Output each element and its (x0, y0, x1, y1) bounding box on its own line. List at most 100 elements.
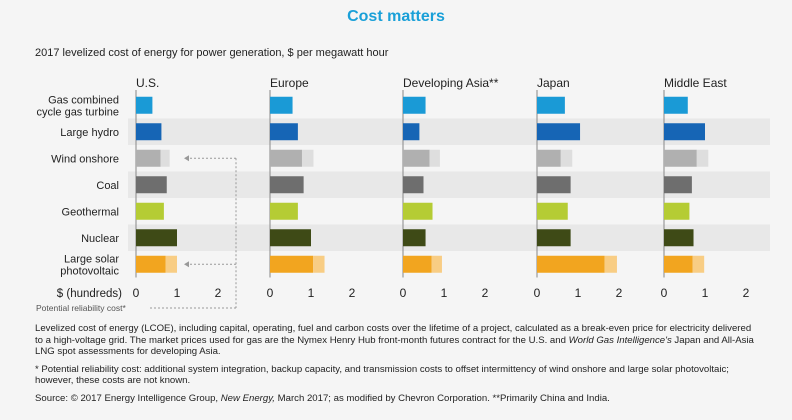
category-label-line: cycle gas turbine (36, 106, 119, 118)
category-label-wind-onshore: Wind onshore (51, 153, 119, 165)
bar-japan-wind-onshore (537, 149, 561, 167)
x-tick-developing-asia-1: 1 (441, 286, 448, 300)
category-label-line: Gas combined (48, 94, 119, 106)
bar-japan-gas-combined-cycle-gas-turbine (537, 96, 565, 114)
bar-japan-large-solar-photovoltaic (537, 255, 605, 273)
bar-developing-asia-large-solar-photovoltaic (403, 255, 432, 273)
lcoe-note-italic: World Gas Intelligence's (568, 334, 672, 346)
panel-title-japan: Japan (537, 76, 570, 90)
x-tick-japan-1: 1 (575, 286, 582, 300)
bar-u-s-geothermal (136, 202, 164, 220)
category-label-geothermal: Geothermal (62, 206, 119, 218)
x-tick-u-s-0: 0 (133, 286, 140, 300)
bar-middle-east-geothermal (664, 202, 690, 220)
x-tick-europe-0: 0 (267, 286, 274, 300)
x-tick-middle-east-0: 0 (661, 286, 668, 300)
bar-developing-asia-nuclear (403, 229, 426, 247)
category-label-gas-combined-cycle-gas-turbine: Gas combined cycle gas turbine (36, 94, 119, 118)
annotation-arrow-solar (184, 261, 189, 268)
bar-middle-east-wind-onshore (664, 149, 697, 167)
reliability-bar-japan-wind-onshore (560, 149, 573, 167)
x-tick-u-s-2: 2 (215, 286, 222, 300)
category-label-line: Nuclear (81, 233, 119, 245)
panel-title-middle-east: Middle East (664, 76, 727, 90)
x-tick-japan-0: 0 (534, 286, 541, 300)
bar-developing-asia-gas-combined-cycle-gas-turbine (403, 96, 426, 114)
chart-subtitle: 2017 levelized cost of energy for power … (35, 47, 389, 59)
lcoe-note-text-b: Japan and All-Asia LNG spot assessments … (35, 334, 754, 358)
category-label-coal: Coal (96, 180, 119, 192)
bar-middle-east-large-solar-photovoltaic (664, 255, 693, 273)
reliability-note: * Potential reliability cost: additional… (35, 363, 729, 387)
lcoe-chart: Gas combined cycle gas turbine Large hydro… (36, 76, 770, 313)
category-label-large-solar-photovoltaic: Large solar photovoltaic (60, 253, 119, 277)
row-band-nuclear (128, 224, 770, 251)
category-label-line: Large hydro (60, 127, 119, 139)
row-band-coal (128, 171, 770, 198)
source-note: Source: © 2017 Energy Intelligence Group… (35, 393, 760, 405)
x-tick-u-s-1: 1 (174, 286, 181, 300)
bar-europe-large-hydro (270, 123, 298, 141)
panel-title-u-s: U.S. (136, 76, 159, 90)
category-label-line: Wind onshore (51, 153, 119, 165)
bar-u-s-wind-onshore (136, 149, 161, 167)
reliability-bar-middle-east-large-solar-photovoltaic (692, 255, 705, 273)
bar-europe-nuclear (270, 229, 311, 247)
bar-middle-east-gas-combined-cycle-gas-turbine (664, 96, 688, 114)
x-tick-developing-asia-0: 0 (400, 286, 407, 300)
bar-u-s-large-solar-photovoltaic (136, 255, 166, 273)
bar-japan-coal (537, 176, 571, 194)
x-tick-developing-asia-2: 2 (482, 286, 489, 300)
source-text-b: March 2017; as modified by Chevron Corpo… (274, 392, 610, 404)
reliability-bar-middle-east-wind-onshore (696, 149, 709, 167)
x-tick-europe-1: 1 (308, 286, 315, 300)
chart-title: Cost matters (347, 8, 445, 25)
lcoe-note: Levelized cost of energy (LCOE), includi… (35, 323, 760, 358)
bar-europe-geothermal (270, 202, 298, 220)
bar-developing-asia-wind-onshore (403, 149, 430, 167)
source-italic: New Energy, (220, 392, 275, 404)
reliability-bar-u-s-wind-onshore (160, 149, 170, 167)
bar-japan-nuclear (537, 229, 571, 247)
reliability-bar-developing-asia-wind-onshore (429, 149, 440, 167)
x-axis-label: $ (hundreds) (57, 288, 122, 300)
reliability-bar-europe-wind-onshore (301, 149, 314, 167)
panel-title-europe: Europe (270, 76, 309, 90)
category-label-large-hydro: Large hydro (60, 127, 119, 139)
bar-europe-coal (270, 176, 304, 194)
bar-developing-asia-coal (403, 176, 424, 194)
bar-developing-asia-large-hydro (403, 123, 420, 141)
x-tick-europe-2: 2 (349, 286, 356, 300)
annotation-label: Potential reliability cost* (36, 303, 126, 313)
category-label-line: Large solar (64, 253, 119, 265)
bar-middle-east-coal (664, 176, 692, 194)
bar-developing-asia-geothermal (403, 202, 433, 220)
bar-u-s-nuclear (136, 229, 177, 247)
bar-u-s-coal (136, 176, 167, 194)
reliability-bar-u-s-large-solar-photovoltaic (165, 255, 177, 273)
bar-u-s-large-hydro (136, 123, 162, 141)
bar-europe-wind-onshore (270, 149, 302, 167)
lcoe-note-text-a: Levelized cost of energy (LCOE), includi… (35, 323, 752, 346)
x-tick-middle-east-1: 1 (702, 286, 709, 300)
bar-middle-east-large-hydro (664, 123, 705, 141)
category-label-line: photovoltaic (60, 265, 119, 277)
x-tick-japan-2: 2 (616, 286, 623, 300)
bar-europe-gas-combined-cycle-gas-turbine (270, 96, 293, 114)
reliability-bar-japan-large-solar-photovoltaic (604, 255, 617, 273)
reliability-bar-europe-large-solar-photovoltaic (313, 255, 325, 273)
row-band-large-hydro (128, 118, 770, 145)
category-label-nuclear: Nuclear (81, 233, 119, 245)
bar-japan-geothermal (537, 202, 568, 220)
category-label-line: Coal (96, 180, 119, 192)
footnotes: Levelized cost of energy (LCOE), includi… (35, 323, 760, 411)
reliability-bar-developing-asia-large-solar-photovoltaic (431, 255, 442, 273)
annotation-arrow-wind (184, 155, 189, 162)
source-text-a: Source: © 2017 Energy Intelligence Group… (35, 392, 221, 404)
bar-middle-east-nuclear (664, 229, 694, 247)
bar-europe-large-solar-photovoltaic (270, 255, 314, 273)
x-tick-middle-east-2: 2 (743, 286, 750, 300)
panel-title-developing-asia: Developing Asia** (403, 76, 499, 90)
bar-japan-large-hydro (537, 123, 581, 141)
category-label-line: Geothermal (62, 206, 119, 218)
